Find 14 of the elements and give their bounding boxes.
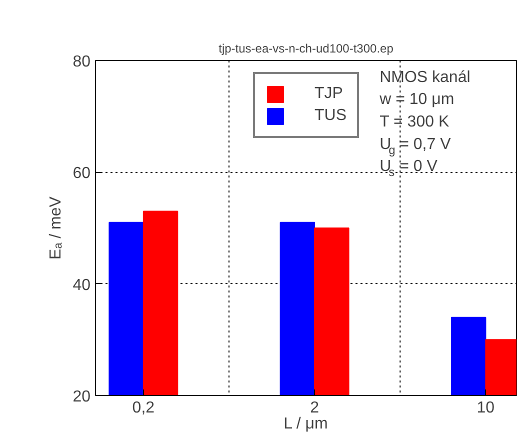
y-tick-label: 20 xyxy=(72,388,91,406)
y-tick-label: 40 xyxy=(72,276,91,294)
y-tick-label: 60 xyxy=(72,165,91,182)
x-tick-label: 2 xyxy=(310,400,320,416)
x-tick-label: 10 xyxy=(476,400,495,416)
x-axis-title: L / μm xyxy=(284,416,328,432)
annotation: NMOS kanál xyxy=(380,68,470,86)
y-axis-title: Eₐ / meV xyxy=(48,196,65,260)
x-tick-label: 0,2 xyxy=(132,400,155,416)
y-tick-label: 80 xyxy=(72,54,91,70)
legend-label: TUS xyxy=(314,107,346,125)
annotation: T = 300 K xyxy=(380,114,450,131)
chart-title: tjp-tus-ea-vs-n-ch-ud100-t300.ep xyxy=(218,42,394,56)
legend-label: TJP xyxy=(314,85,343,103)
